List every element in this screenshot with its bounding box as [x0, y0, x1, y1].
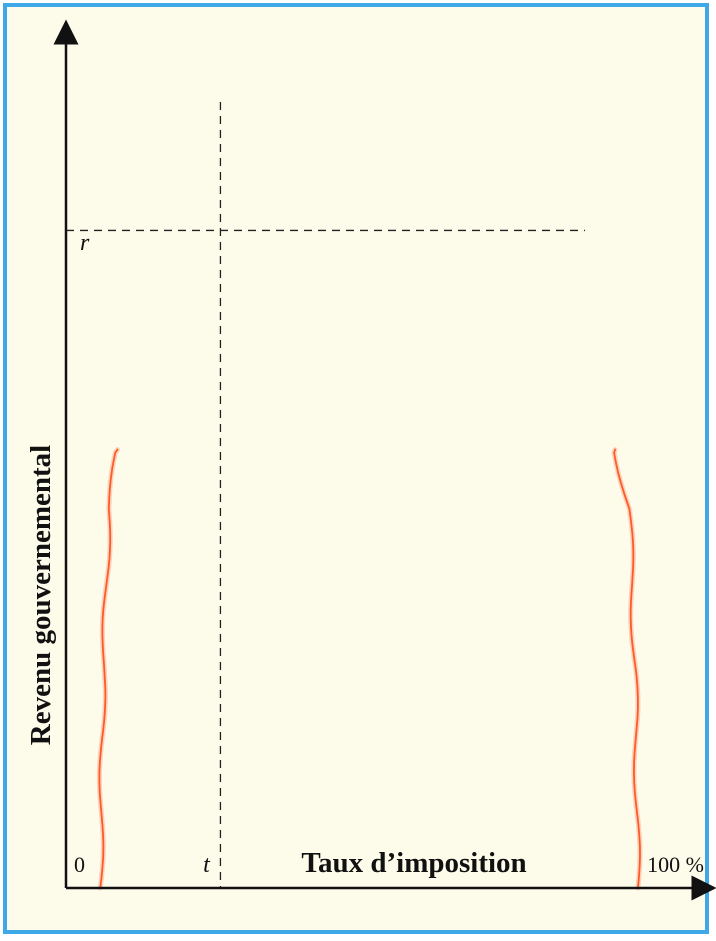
y-axis-label: Revenu gouvernemental [25, 445, 57, 745]
curve-layer [96, 447, 643, 891]
y-tick-label-r: r [80, 230, 90, 256]
chart-frame [3, 3, 709, 934]
curve-left-edge [98, 448, 119, 889]
x-tick-label-100: 100 % [647, 852, 704, 877]
curve-right-edge [613, 448, 641, 889]
x-tick-label-t: t [203, 852, 211, 878]
x-tick-label-0: 0 [74, 852, 85, 877]
x-axis-label: Taux d’imposition [301, 847, 526, 879]
